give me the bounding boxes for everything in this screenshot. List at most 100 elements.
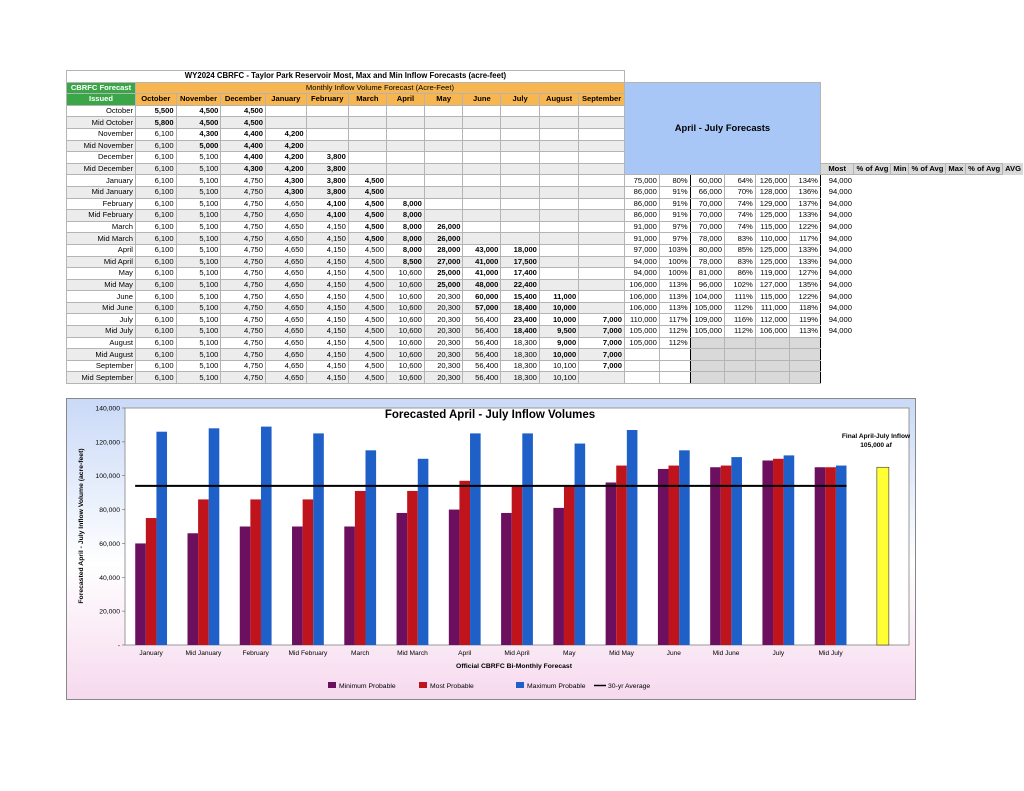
monthly-value — [538, 151, 580, 164]
aj-value: 94,000 — [828, 222, 852, 232]
table-row: October 5,500 4,500 4,500 — [66, 104, 1024, 118]
aj-column-header: % of Avg — [908, 162, 947, 176]
monthly-value: 8,000 — [385, 232, 425, 245]
monthly-value: 28,000 — [423, 243, 464, 257]
monthly-value: 4,400 — [220, 127, 267, 141]
monthly-value: 8,500 — [385, 255, 425, 269]
y-axis: - 20,000 40,000 60,000 80,000 100,000 120,000 1… — [95, 406, 125, 650]
monthly-value: 6,100 — [134, 348, 177, 361]
aj-value: 60,000 — [689, 174, 726, 187]
april-july-header: April - July Forecasts — [623, 81, 821, 176]
monthly-value: 25,000 — [423, 267, 464, 280]
monthly-value — [578, 278, 625, 292]
monthly-value: 6,100 — [134, 359, 177, 373]
monthly-value — [578, 174, 625, 187]
aj-value: 85% — [724, 243, 756, 257]
monthly-value: 4,750 — [220, 209, 267, 222]
monthly-value — [578, 267, 625, 280]
monthly-value: 3,800 — [305, 185, 349, 199]
monthly-value: 5,100 — [175, 185, 222, 199]
monthly-value — [385, 116, 425, 129]
issued-label: May — [66, 267, 136, 280]
max-probable-bar — [260, 426, 272, 645]
max-probable-bar — [365, 450, 377, 645]
aj-value: 94,000 — [828, 291, 852, 301]
final-inflow-value-label: 105,000 af — [860, 442, 892, 449]
aj-value: 106,000 — [754, 325, 791, 338]
x-tick-label: February — [242, 650, 269, 657]
monthly-value: 6,100 — [134, 232, 177, 245]
month-header: February — [305, 93, 349, 106]
monthly-value — [423, 162, 464, 176]
most-probable-bar — [825, 467, 836, 645]
monthly-value: 4,750 — [220, 267, 267, 280]
monthly-value: 4,500 — [347, 359, 387, 373]
x-axis-label: Official CBRFC Bi-Monthly Forecast — [456, 663, 573, 670]
monthly-value: 5,100 — [175, 278, 222, 292]
monthly-value — [500, 185, 540, 199]
monthly-value: 7,000 — [578, 336, 625, 350]
monthly-value — [347, 104, 387, 118]
aj-value: 106,000 — [623, 301, 660, 315]
aj-value: 117% — [789, 232, 821, 245]
monthly-header: Monthly Inflow Volume Forecast (Acre-Fee… — [134, 81, 625, 95]
aj-column-header: Most — [819, 162, 855, 176]
legend-swatch — [328, 682, 336, 688]
aj-value: 100% — [658, 267, 691, 280]
monthly-value: 4,650 — [265, 371, 307, 385]
monthly-value — [538, 174, 580, 187]
aj-value: 113% — [658, 278, 691, 292]
aj-value: 86% — [724, 267, 756, 280]
table-row: Mid March 6,100 5,100 4,750 4,650 4,150 4,500 8… — [66, 232, 1024, 245]
monthly-value: 4,100 — [305, 209, 349, 222]
monthly-value: 20,300 — [423, 336, 464, 350]
most-probable-bar — [145, 518, 157, 645]
monthly-value — [578, 209, 625, 222]
monthly-value: 4,750 — [220, 301, 267, 315]
aj-value: 105,000 — [689, 325, 726, 338]
month-header: November — [175, 93, 222, 106]
monthly-value: 5,100 — [175, 301, 222, 315]
x-tick-label: Mid May — [609, 650, 635, 657]
monthly-value — [578, 185, 625, 199]
monthly-value — [578, 243, 625, 257]
x-tick-label: Mid January — [185, 650, 222, 657]
monthly-value — [538, 116, 580, 129]
aj-value: 112% — [658, 325, 691, 338]
monthly-value: 10,600 — [385, 371, 425, 385]
aj-value — [754, 359, 791, 373]
monthly-value: 3,800 — [305, 151, 349, 164]
aj-value: 94,000 — [828, 233, 852, 243]
monthly-value: 4,200 — [265, 139, 307, 153]
table-row: Mid October 5,800 4,500 4,500 — [66, 116, 1024, 129]
monthly-value: 9,500 — [538, 325, 580, 338]
most-probable-bar — [773, 458, 784, 645]
monthly-value: 4,500 — [347, 209, 387, 222]
monthly-value — [462, 104, 502, 118]
monthly-value — [423, 127, 464, 141]
aj-value: 94,000 — [828, 198, 852, 208]
monthly-value — [462, 116, 502, 129]
monthly-value — [385, 151, 425, 164]
aj-value: 70% — [724, 185, 756, 199]
monthly-value: 6,100 — [134, 220, 177, 234]
monthly-value: 4,500 — [347, 185, 387, 199]
aj-value: 94,000 — [623, 255, 660, 269]
monthly-value: 4,100 — [305, 197, 349, 211]
table-row: Mid January 6,100 5,100 4,750 4,300 3,800 4,50… — [66, 185, 1024, 199]
monthly-value — [423, 209, 464, 222]
monthly-value — [578, 127, 625, 141]
aj-value: 86,000 — [623, 209, 660, 222]
monthly-value: 5,100 — [175, 243, 222, 257]
forecast-table-area: WY2024 CBRFC - Taylor Park Reservoir Mos… — [66, 70, 1024, 385]
monthly-value: 6,100 — [134, 255, 177, 269]
monthly-value: 4,750 — [220, 336, 267, 350]
monthly-value: 4,500 — [347, 348, 387, 361]
monthly-value: 23,400 — [500, 313, 540, 327]
monthly-value: 6,100 — [134, 313, 177, 327]
monthly-value: 10,600 — [385, 267, 425, 280]
monthly-value: 10,000 — [538, 313, 580, 327]
monthly-value: 10,000 — [538, 301, 580, 315]
aj-value: 125,000 — [754, 209, 791, 222]
x-tick-label: July — [772, 650, 784, 657]
